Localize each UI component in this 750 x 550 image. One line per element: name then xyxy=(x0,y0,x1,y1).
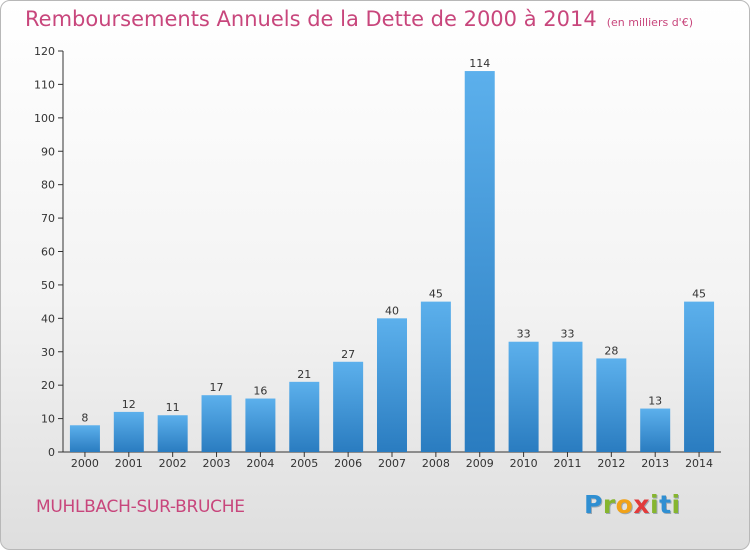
bar-2011 xyxy=(552,341,583,452)
y-tick-label: 90 xyxy=(41,145,55,158)
x-tick-label: 2000 xyxy=(71,457,99,470)
chart-title: Remboursements Annuels de la Dette de 20… xyxy=(25,7,693,31)
bar-2008 xyxy=(420,301,451,452)
bar-2007 xyxy=(377,318,407,452)
value-label: 45 xyxy=(692,288,706,301)
x-tick-label: 2004 xyxy=(246,457,274,470)
y-tick-label: 50 xyxy=(41,279,55,292)
value-label: 17 xyxy=(210,381,224,394)
bar-2010 xyxy=(508,341,539,452)
y-tick-label: 30 xyxy=(41,346,55,359)
x-tick-label: 2006 xyxy=(334,457,362,470)
y-tick-label: 10 xyxy=(41,413,55,426)
value-label: 33 xyxy=(517,328,531,341)
labels: 2000 8 2001 12 2002 11 2003 17 2004 16 2005 21 2006 2… xyxy=(71,57,713,470)
y-tick-label: 40 xyxy=(41,312,55,325)
bars xyxy=(69,71,715,453)
bar-2004 xyxy=(245,398,276,452)
x-tick-label: 2011 xyxy=(553,457,581,470)
value-label: 33 xyxy=(560,328,574,341)
bar-2014 xyxy=(684,301,715,452)
value-label: 114 xyxy=(469,57,490,70)
x-tick-label: 2001 xyxy=(115,457,143,470)
bar-2001 xyxy=(113,411,144,452)
value-label: 28 xyxy=(604,344,618,357)
y-tick-label: 60 xyxy=(41,246,55,259)
y-tick-label: 70 xyxy=(41,212,55,225)
x-tick-label: 2007 xyxy=(378,457,406,470)
bar-2002 xyxy=(157,415,188,452)
commune-name: MUHLBACH-SUR-BRUCHE xyxy=(36,497,245,517)
x-tick-label: 2010 xyxy=(510,457,538,470)
value-label: 45 xyxy=(429,288,443,301)
value-label: 21 xyxy=(297,368,311,381)
bar-2006 xyxy=(333,361,364,452)
bar-2012 xyxy=(596,358,627,452)
bar-2009 xyxy=(464,71,495,453)
x-tick-label: 2003 xyxy=(203,457,231,470)
y-tick-label: 80 xyxy=(41,179,55,192)
value-label: 27 xyxy=(341,348,355,361)
value-label: 8 xyxy=(81,411,88,424)
bar-2005 xyxy=(289,381,320,452)
x-tick-label: 2012 xyxy=(597,457,625,470)
value-label: 16 xyxy=(253,385,267,398)
bar-2013 xyxy=(640,408,671,452)
y-tick-label: 0 xyxy=(48,446,55,459)
chart-title-text: Remboursements Annuels de la Dette de 20… xyxy=(25,7,597,31)
proxiti-logo: Proxiti xyxy=(584,490,681,519)
x-tick-label: 2005 xyxy=(290,457,318,470)
y-tick-label: 20 xyxy=(41,379,55,392)
y-tick-label: 120 xyxy=(34,45,55,58)
x-tick-label: 2014 xyxy=(685,457,713,470)
bar-2003 xyxy=(201,395,232,452)
x-tick-label: 2009 xyxy=(466,457,494,470)
value-label: 40 xyxy=(385,304,399,317)
value-label: 12 xyxy=(122,398,136,411)
y-tick-label: 110 xyxy=(34,78,55,91)
x-tick-label: 2008 xyxy=(422,457,450,470)
bar-2000 xyxy=(69,425,100,452)
x-tick-label: 2002 xyxy=(159,457,187,470)
value-label: 13 xyxy=(648,395,662,408)
value-label: 11 xyxy=(166,401,180,414)
y-tick-label: 100 xyxy=(34,112,55,125)
chart-unit: (en milliers d'€) xyxy=(606,16,693,29)
x-tick-label: 2013 xyxy=(641,457,669,470)
